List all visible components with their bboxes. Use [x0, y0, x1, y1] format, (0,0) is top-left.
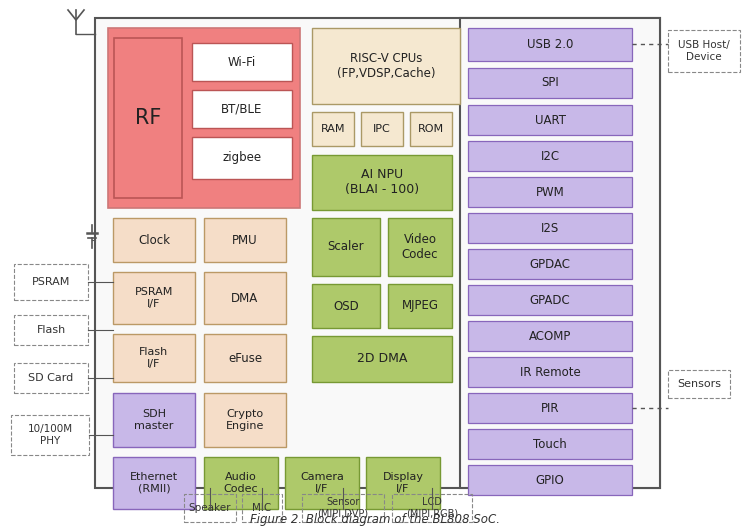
FancyBboxPatch shape [468, 141, 632, 171]
FancyBboxPatch shape [113, 272, 195, 324]
FancyBboxPatch shape [312, 336, 452, 382]
Text: Ethernet
(RMII): Ethernet (RMII) [130, 472, 178, 494]
Text: 2D DMA: 2D DMA [357, 352, 407, 366]
Text: MIC: MIC [252, 503, 272, 513]
Text: eFuse: eFuse [228, 351, 262, 364]
Text: Sensors: Sensors [677, 379, 721, 389]
FancyBboxPatch shape [468, 68, 632, 98]
Text: SDH
master: SDH master [134, 409, 174, 431]
Text: Clock: Clock [138, 233, 170, 247]
Text: PSRAM
I/F: PSRAM I/F [135, 287, 173, 309]
Text: Display
I/F: Display I/F [382, 472, 424, 494]
Text: Scaler: Scaler [328, 241, 364, 253]
Text: USB 2.0: USB 2.0 [526, 38, 573, 51]
Text: UART: UART [535, 114, 566, 126]
FancyBboxPatch shape [366, 457, 440, 509]
Text: zigbee: zigbee [223, 151, 262, 165]
FancyBboxPatch shape [468, 249, 632, 279]
Text: ACOMP: ACOMP [529, 330, 572, 342]
Text: PWM: PWM [536, 186, 564, 198]
Text: GPIO: GPIO [536, 473, 564, 487]
FancyBboxPatch shape [108, 28, 300, 208]
Text: Figure 2. Block diagram of the BL808 SoC.: Figure 2. Block diagram of the BL808 SoC… [250, 514, 500, 526]
Text: BT/BLE: BT/BLE [221, 103, 262, 115]
Text: PSRAM: PSRAM [32, 277, 70, 287]
FancyBboxPatch shape [204, 393, 286, 447]
FancyBboxPatch shape [468, 429, 632, 459]
FancyBboxPatch shape [312, 155, 452, 210]
FancyBboxPatch shape [204, 218, 286, 262]
FancyBboxPatch shape [95, 18, 660, 488]
Text: Sensor
(MIPI,DVP): Sensor (MIPI,DVP) [317, 497, 368, 519]
FancyBboxPatch shape [285, 457, 359, 509]
FancyBboxPatch shape [192, 43, 292, 81]
FancyBboxPatch shape [312, 28, 460, 104]
Text: MJPEG: MJPEG [401, 299, 439, 313]
Text: IPC: IPC [374, 124, 391, 134]
Text: PIR: PIR [541, 402, 560, 415]
FancyBboxPatch shape [113, 457, 195, 509]
FancyBboxPatch shape [468, 357, 632, 387]
FancyBboxPatch shape [468, 465, 632, 495]
FancyBboxPatch shape [204, 272, 286, 324]
FancyBboxPatch shape [204, 334, 286, 382]
FancyBboxPatch shape [114, 38, 182, 198]
FancyBboxPatch shape [388, 284, 452, 328]
Text: Touch: Touch [533, 437, 567, 451]
FancyBboxPatch shape [468, 28, 632, 61]
FancyBboxPatch shape [192, 90, 292, 128]
FancyBboxPatch shape [113, 393, 195, 447]
FancyBboxPatch shape [468, 321, 632, 351]
FancyBboxPatch shape [113, 218, 195, 262]
Text: AI NPU
(BLAI - 100): AI NPU (BLAI - 100) [345, 169, 419, 196]
FancyBboxPatch shape [312, 112, 354, 146]
FancyBboxPatch shape [204, 457, 278, 509]
Text: ROM: ROM [418, 124, 444, 134]
Text: Flash: Flash [36, 325, 66, 335]
Text: Speaker: Speaker [189, 503, 231, 513]
Text: RAM: RAM [321, 124, 345, 134]
Text: SPI: SPI [542, 77, 559, 89]
Text: USB Host/
Device: USB Host/ Device [678, 40, 730, 62]
Text: SD Card: SD Card [28, 373, 74, 383]
Text: Audio
Codec: Audio Codec [224, 472, 258, 494]
Text: Wi-Fi: Wi-Fi [228, 56, 256, 68]
FancyBboxPatch shape [361, 112, 403, 146]
Text: IR Remote: IR Remote [520, 366, 580, 379]
Text: Camera
I/F: Camera I/F [300, 472, 344, 494]
Text: RISC-V CPUs
(FP,VDSP,Cache): RISC-V CPUs (FP,VDSP,Cache) [337, 52, 435, 80]
FancyBboxPatch shape [468, 393, 632, 423]
Text: PMU: PMU [232, 233, 258, 247]
Text: Flash
I/F: Flash I/F [140, 347, 169, 369]
FancyBboxPatch shape [468, 177, 632, 207]
Text: DMA: DMA [231, 291, 259, 305]
Text: I2C: I2C [541, 150, 560, 162]
FancyBboxPatch shape [460, 18, 660, 488]
Text: I2S: I2S [541, 222, 559, 234]
FancyBboxPatch shape [192, 137, 292, 179]
FancyBboxPatch shape [312, 218, 380, 276]
Text: 10/100M
PHY: 10/100M PHY [28, 424, 73, 446]
FancyBboxPatch shape [468, 285, 632, 315]
FancyBboxPatch shape [312, 284, 380, 328]
Text: Crypto
Engine: Crypto Engine [226, 409, 264, 431]
Text: Video
Codec: Video Codec [402, 233, 438, 261]
FancyBboxPatch shape [388, 218, 452, 276]
FancyBboxPatch shape [468, 213, 632, 243]
Text: GPDAC: GPDAC [530, 258, 571, 270]
FancyBboxPatch shape [410, 112, 452, 146]
Text: GPADC: GPADC [530, 294, 570, 306]
Text: OSD: OSD [333, 299, 358, 313]
FancyBboxPatch shape [468, 105, 632, 135]
FancyBboxPatch shape [113, 334, 195, 382]
Text: RF: RF [135, 108, 161, 128]
Text: LCD
(MIPI,RGB): LCD (MIPI,RGB) [406, 497, 458, 519]
